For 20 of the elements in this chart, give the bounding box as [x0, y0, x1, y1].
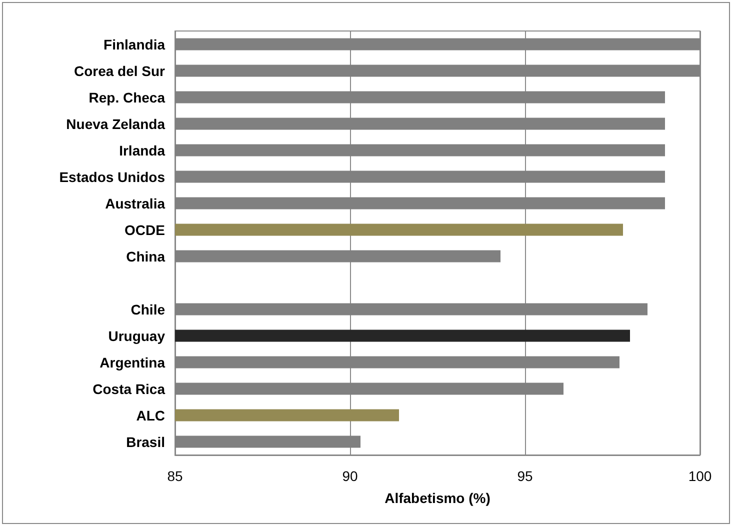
y-tick-label: ALC — [136, 407, 165, 424]
x-tick-label: 95 — [517, 468, 533, 484]
x-tick-label: 85 — [167, 468, 183, 484]
y-tick-label: Brasil — [126, 434, 165, 450]
y-tick-label: Finlandia — [104, 36, 166, 52]
y-tick-label: OCDE — [124, 222, 165, 238]
y-tick-label: Nueva Zelanda — [66, 116, 166, 132]
y-tick-label: Rep. Checa — [88, 89, 166, 106]
x-axis-title: Alfabetismo (%) — [384, 490, 490, 506]
y-tick-label: Irlanda — [119, 142, 166, 158]
y-tick-label: China — [126, 248, 166, 264]
y-tick-label: Costa Rica — [92, 380, 166, 397]
y-tick-label: Estados Unidos — [59, 168, 166, 185]
y-tick-label: Chile — [130, 301, 166, 318]
x-tick-label: 100 — [688, 468, 712, 484]
y-tick-label: Corea del Sur — [74, 62, 166, 79]
y-tick-label: Argentina — [100, 354, 166, 370]
y-tick-label: Uruguay — [108, 328, 166, 344]
x-tick-label: 90 — [342, 468, 358, 484]
y-tick-label: Australia — [105, 195, 166, 212]
